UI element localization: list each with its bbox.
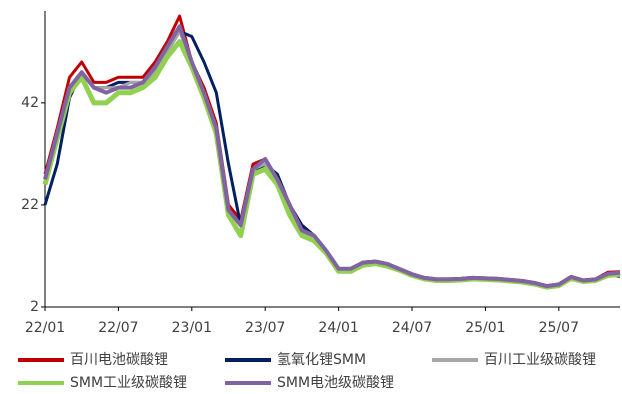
- series-line: [43, 14, 621, 288]
- x-tick-label: 23/07: [245, 320, 285, 336]
- y-tick-label: 22: [21, 197, 39, 213]
- x-tick-label: 22/01: [25, 320, 65, 336]
- x-tick-label: 24/07: [392, 320, 432, 336]
- y-tick-label: 42: [21, 95, 39, 111]
- x-tick-label: 22/07: [98, 320, 138, 336]
- legend-label: SMM电池级碳酸锂: [277, 375, 394, 391]
- x-tick-label: 24/01: [318, 320, 358, 336]
- legend-label: 百川工业级碳酸锂: [484, 352, 596, 368]
- legend-label: SMM工业级碳酸锂: [70, 375, 187, 391]
- series-line: [43, 29, 621, 289]
- legend-label: 百川电池碳酸锂: [70, 352, 168, 368]
- y-tick-label: 2: [30, 299, 39, 315]
- legend-label: 氢氧化锂SMM: [277, 352, 366, 368]
- series-line: [43, 24, 621, 289]
- x-tick-label: 25/07: [539, 320, 579, 336]
- x-tick-label: 25/01: [465, 320, 505, 336]
- x-tick-label: 23/01: [172, 320, 212, 336]
- series-line: [43, 29, 621, 289]
